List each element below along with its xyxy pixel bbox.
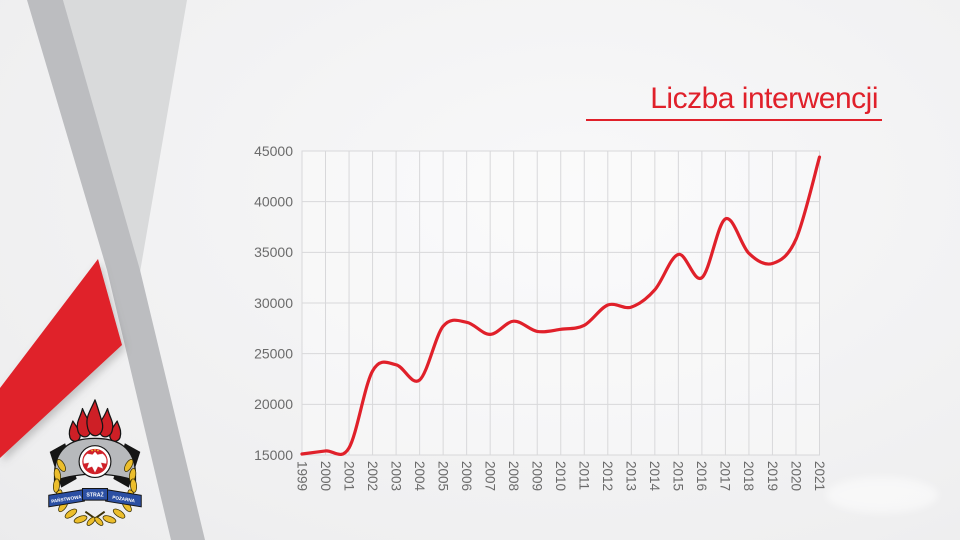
x-axis-label: 2002 xyxy=(365,461,380,491)
y-axis-label: 35000 xyxy=(254,244,293,260)
x-axis-label: 2010 xyxy=(553,461,568,491)
data-line-series xyxy=(300,155,822,457)
fire-service-logo: PAŃSTWOWA STRAŻ POŻARNA xyxy=(48,399,142,526)
laurel-wreath xyxy=(52,458,138,526)
x-axis-label: 2018 xyxy=(741,461,756,491)
watermark-ellipse xyxy=(826,477,938,513)
x-axis-label: 1999 xyxy=(294,461,309,491)
left-decoration xyxy=(0,0,205,540)
x-axis-label: 2007 xyxy=(483,461,498,491)
x-axis-label: 2000 xyxy=(318,461,333,491)
x-axis-label: 2006 xyxy=(459,461,474,491)
red-ribbon-shape xyxy=(0,259,122,458)
x-axis-label: 2005 xyxy=(435,461,450,491)
light-gray-wedge xyxy=(63,0,187,272)
x-axis-label: 2014 xyxy=(647,461,662,492)
y-axis-label: 15000 xyxy=(254,447,293,463)
x-axis-label: 2020 xyxy=(788,461,803,491)
x-axis-label: 2019 xyxy=(765,461,780,491)
page-title: Liczba interwencji xyxy=(650,82,878,115)
x-axis-label: 2011 xyxy=(577,461,592,490)
banner-text-center: STRAŻ xyxy=(86,491,104,498)
x-axis-label: 2015 xyxy=(671,461,686,491)
x-axis-label: 2012 xyxy=(600,461,615,491)
x-axis-label: 2021 xyxy=(812,461,827,491)
y-axis-label: 40000 xyxy=(254,193,293,209)
eagle-emblem xyxy=(78,445,112,479)
x-axis-label: 2003 xyxy=(388,461,403,491)
title-underline xyxy=(586,119,882,122)
banner-ribbon xyxy=(48,488,142,508)
x-axis-label: 2008 xyxy=(506,461,521,491)
flames-icon xyxy=(68,399,122,442)
plot-border xyxy=(301,150,820,456)
y-axis-label: 30000 xyxy=(254,295,293,311)
y-axis-label: 20000 xyxy=(254,396,293,412)
x-axis-label: 2017 xyxy=(718,461,733,491)
banner-text-right: POŻARNA xyxy=(112,494,136,504)
y-axis-label: 45000 xyxy=(254,143,293,159)
x-axis-label: 2004 xyxy=(412,461,427,492)
x-axis-label: 2016 xyxy=(694,461,709,491)
banner-text-left: PAŃSTWOWA xyxy=(51,492,83,504)
x-axis-label: 2001 xyxy=(341,461,356,491)
y-axis-label: 25000 xyxy=(254,345,293,361)
x-axis-label: 2013 xyxy=(624,461,639,491)
dark-gray-stripe xyxy=(27,0,205,540)
x-axis-label: 2009 xyxy=(530,461,545,491)
